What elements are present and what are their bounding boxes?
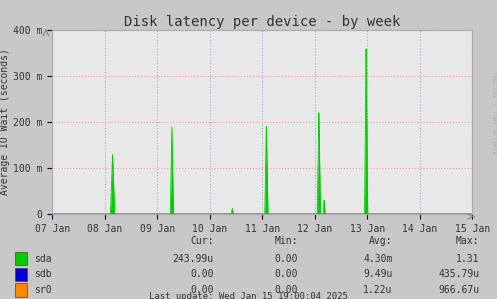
Text: Last update: Wed Jan 15 19:00:04 2025: Last update: Wed Jan 15 19:00:04 2025 bbox=[149, 292, 348, 299]
Text: 243.99u: 243.99u bbox=[172, 254, 214, 264]
Title: Disk latency per device - by week: Disk latency per device - by week bbox=[124, 15, 401, 29]
Text: 0.00: 0.00 bbox=[275, 285, 298, 295]
Text: 435.79u: 435.79u bbox=[438, 269, 480, 280]
Text: 1.22u: 1.22u bbox=[363, 285, 393, 295]
Text: sda: sda bbox=[34, 254, 51, 264]
Text: Min:: Min: bbox=[275, 236, 298, 246]
Text: 1.31: 1.31 bbox=[456, 254, 480, 264]
Text: Max:: Max: bbox=[456, 236, 480, 246]
Text: 0.00: 0.00 bbox=[190, 269, 214, 280]
Text: 0.00: 0.00 bbox=[190, 285, 214, 295]
Text: Cur:: Cur: bbox=[190, 236, 214, 246]
Text: 0.00: 0.00 bbox=[275, 269, 298, 280]
Text: 0.00: 0.00 bbox=[275, 254, 298, 264]
Text: 4.30m: 4.30m bbox=[363, 254, 393, 264]
Text: sdb: sdb bbox=[34, 269, 51, 280]
Y-axis label: Average IO Wait (seconds): Average IO Wait (seconds) bbox=[0, 48, 10, 195]
Text: 966.67u: 966.67u bbox=[438, 285, 480, 295]
Text: sr0: sr0 bbox=[34, 285, 51, 295]
Text: RRDTOOL / TOBI OETIKER: RRDTOOL / TOBI OETIKER bbox=[491, 72, 496, 155]
Text: Avg:: Avg: bbox=[369, 236, 393, 246]
Text: 9.49u: 9.49u bbox=[363, 269, 393, 280]
